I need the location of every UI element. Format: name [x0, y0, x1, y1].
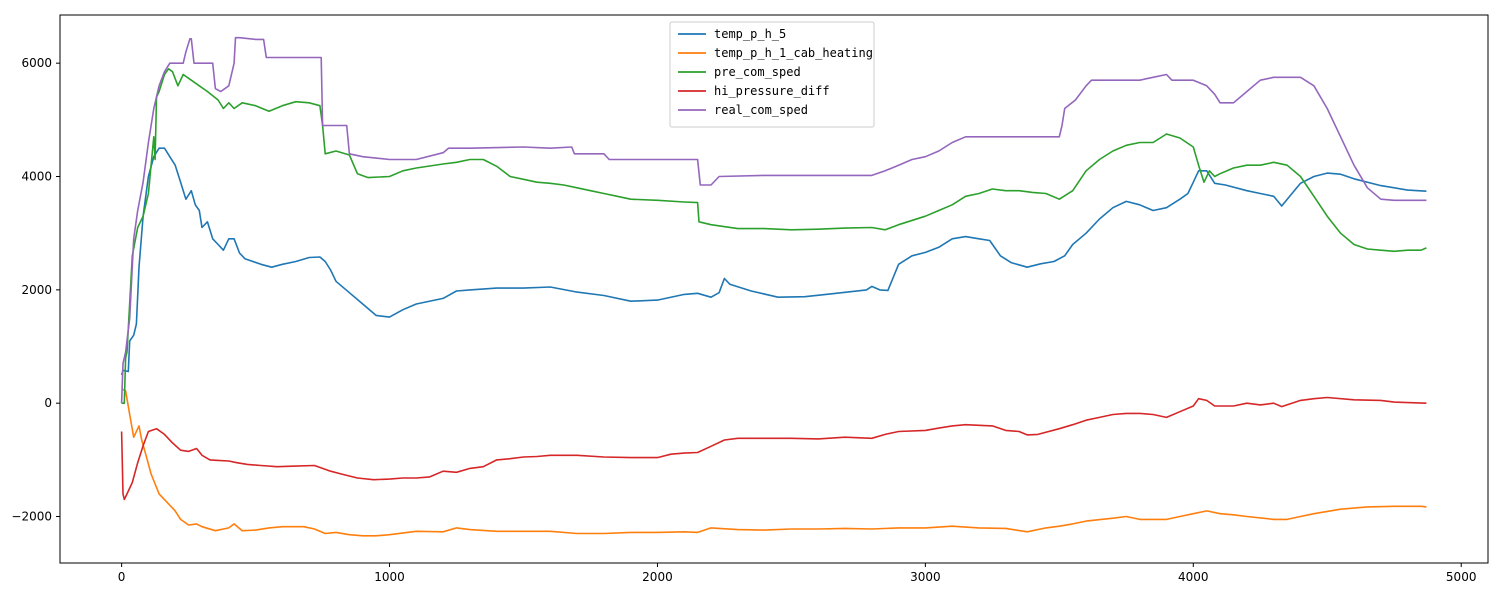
legend-label-pre_com_sped: pre_com_sped	[714, 65, 801, 79]
x-tick-label: 1000	[374, 570, 405, 584]
series-line-temp_p_h_5	[120, 147, 1427, 376]
series-line-real_com_sped	[120, 36, 1427, 404]
x-tick-label: 0	[118, 570, 126, 584]
x-axis: 0 1000 2000 3000 4000 5000	[118, 563, 1477, 584]
y-tick-label: −2000	[11, 510, 52, 524]
y-tick-label: 6000	[21, 56, 52, 70]
x-tick-label: 4000	[1178, 570, 1209, 584]
x-tick-label: 3000	[910, 570, 941, 584]
series-line-temp_p_h_1_cab_heating	[121, 388, 1427, 537]
legend-label-temp_p_h_5: temp_p_h_5	[714, 27, 786, 41]
y-tick-label: 2000	[21, 283, 52, 297]
y-tick-label: 4000	[21, 170, 52, 184]
y-axis: −2000 0 2000 4000 6000	[11, 56, 60, 524]
legend: temp_p_h_5 temp_p_h_1_cab_heating pre_com_…	[669, 21, 875, 128]
x-tick-label: 2000	[642, 570, 673, 584]
legend-label-hi_pressure_diff: hi_pressure_diff	[714, 84, 830, 98]
x-tick-label: 5000	[1446, 570, 1477, 584]
legend-label-real_com_sped: real_com_sped	[714, 103, 808, 117]
plot-frame	[59, 14, 1489, 564]
legend-frame	[669, 21, 875, 128]
series-line-pre_com_sped	[121, 68, 1427, 404]
series-layer	[120, 36, 1427, 537]
legend-label-temp_p_h_1_cab_heating: temp_p_h_1_cab_heating	[714, 46, 873, 60]
y-tick-label: 0	[44, 396, 52, 410]
series-line-hi_pressure_diff	[120, 396, 1427, 501]
